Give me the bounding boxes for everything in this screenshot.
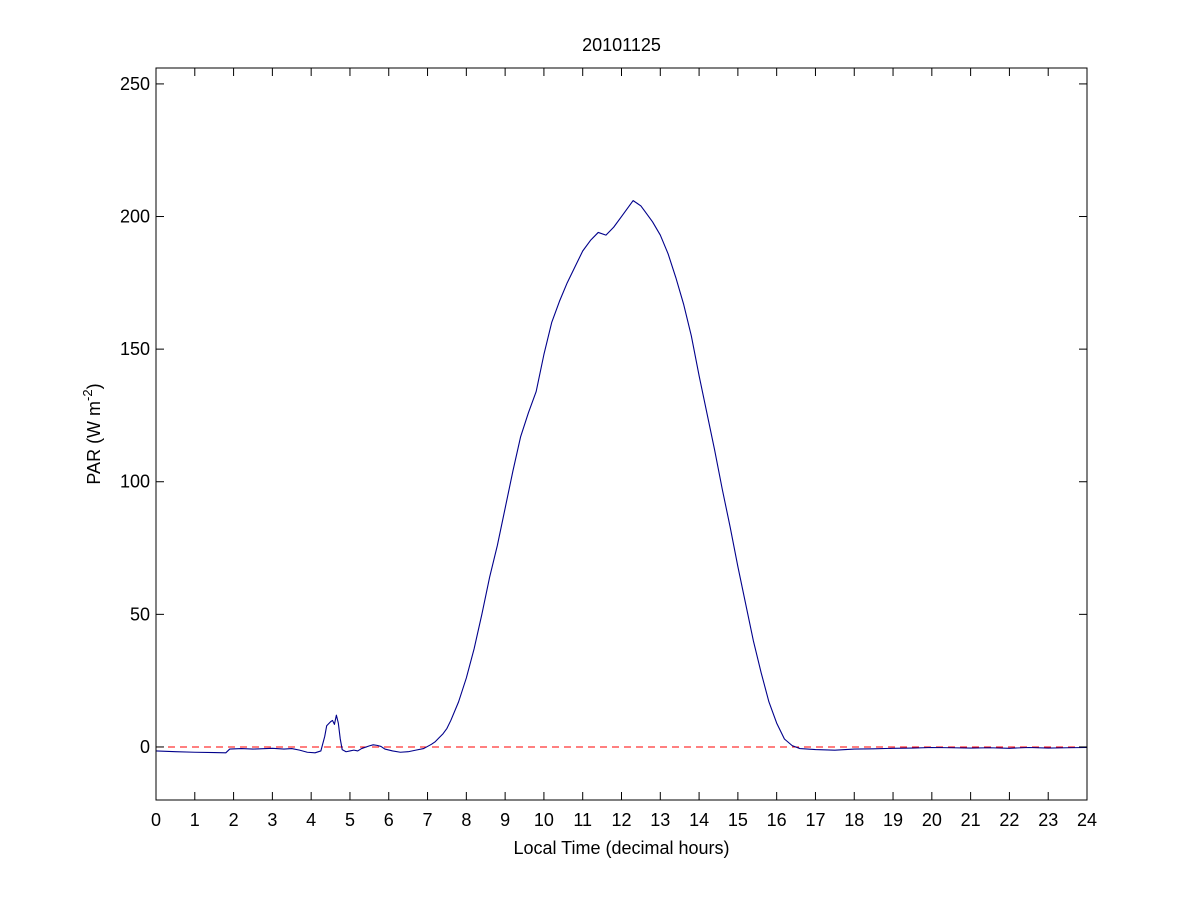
y-axis-label-main: PAR (W m	[84, 401, 104, 485]
x-tick-label: 12	[611, 810, 631, 830]
x-tick-label: 16	[767, 810, 787, 830]
x-tick-label: 2	[229, 810, 239, 830]
x-tick-label: 1	[190, 810, 200, 830]
x-tick-label: 14	[689, 810, 709, 830]
x-tick-label: 4	[306, 810, 316, 830]
x-tick-label: 8	[461, 810, 471, 830]
x-tick-label: 18	[844, 810, 864, 830]
x-tick-label: 23	[1038, 810, 1058, 830]
x-tick-label: 20	[922, 810, 942, 830]
par-series-line	[155, 200, 1088, 754]
y-axis-label-superscript: -2	[80, 389, 95, 401]
chart-title: 20101125	[582, 35, 661, 55]
x-tick-label: 7	[423, 810, 433, 830]
axes-background	[156, 68, 1087, 800]
x-tick-label: 22	[999, 810, 1019, 830]
x-tick-label: 21	[961, 810, 981, 830]
plot-layer	[155, 200, 1088, 754]
x-tick-label: 5	[345, 810, 355, 830]
y-tick-label: 250	[120, 74, 150, 94]
x-tick-label: 6	[384, 810, 394, 830]
x-tick-label: 13	[650, 810, 670, 830]
y-axis-label-close: )	[84, 383, 104, 389]
y-tick-label: 100	[120, 472, 150, 492]
y-tick-label: 50	[130, 604, 150, 624]
y-axis-label: PAR (W m-2)	[80, 383, 104, 484]
tick-layer: 0 1 2 3 4 5 6 7 8 9 10 11 12 13 14 15 16 17 18 19 20 21 22 23 24…	[120, 68, 1097, 830]
x-tick-label: 3	[267, 810, 277, 830]
x-tick-label: 15	[728, 810, 748, 830]
x-tick-label: 9	[500, 810, 510, 830]
x-axis-label: Local Time (decimal hours)	[513, 838, 729, 858]
x-tick-label: 24	[1077, 810, 1097, 830]
x-tick-label: 19	[883, 810, 903, 830]
x-tick-label: 0	[151, 810, 161, 830]
y-tick-label: 200	[120, 207, 150, 227]
x-tick-label: 11	[573, 810, 592, 830]
y-tick-label: 150	[120, 339, 150, 359]
x-tick-label: 10	[534, 810, 554, 830]
y-tick-label: 0	[140, 737, 150, 757]
x-tick-label: 17	[805, 810, 825, 830]
axes-frame	[155, 67, 1088, 801]
